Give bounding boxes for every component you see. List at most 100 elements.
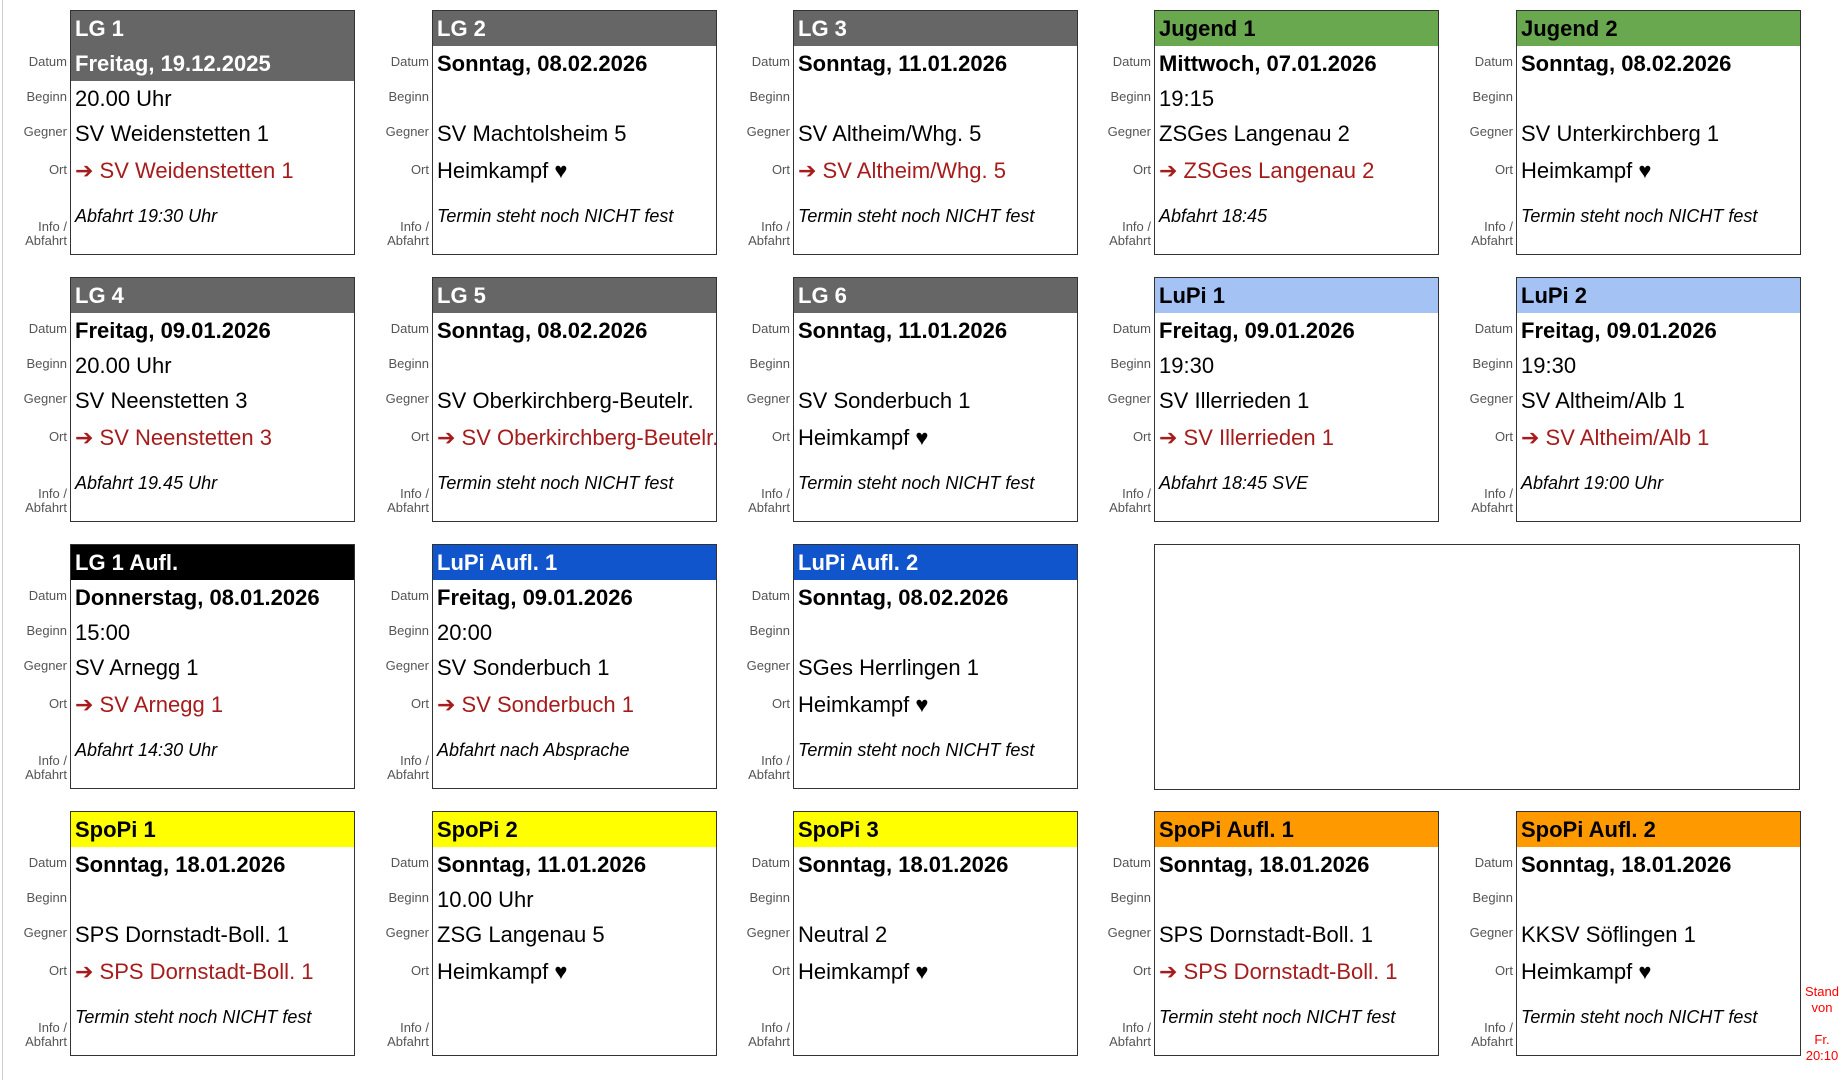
label-ort: Ort: [771, 696, 790, 711]
match-card: LuPi 2 Freitag, 09.01.2026 19:30 SV Alth…: [1516, 277, 1801, 522]
row-labels: Datum Beginn Gegner Ort Info / Abfahrt: [728, 10, 790, 255]
label-info: Info / Abfahrt: [1471, 219, 1513, 248]
info: Abfahrt 18:45: [1159, 206, 1268, 226]
label-gegner: Gegner: [746, 391, 790, 406]
label-datum: Datum: [390, 54, 429, 69]
label-beginn: Beginn: [1110, 356, 1151, 371]
label-info: Info / Abfahrt: [748, 753, 790, 782]
match-start: [1155, 882, 1438, 917]
venue: Heimkampf ♥: [437, 959, 568, 984]
label-gegner: Gegner: [23, 658, 67, 673]
label-gegner: Gegner: [23, 925, 67, 940]
row-labels: Datum Beginn Gegner Ort Info / Abfahrt: [1089, 277, 1151, 522]
label-beginn: Beginn: [749, 890, 790, 905]
match-card: LG 3 Sonntag, 11.01.2026 SV Altheim/Whg.…: [793, 10, 1078, 255]
label-ort: Ort: [771, 162, 790, 177]
label-info: Info / Abfahrt: [748, 486, 790, 515]
match-start: 19:30: [1159, 353, 1215, 378]
info: Abfahrt 19:00 Uhr: [1521, 473, 1664, 493]
row-labels: Datum Beginn Gegner Ort Info / Abfahrt: [367, 544, 429, 789]
info: Termin steht noch NICHT fest: [437, 206, 674, 226]
info: Termin steht noch NICHT fest: [1521, 206, 1758, 226]
row-labels: Datum Beginn Gegner Ort Info / Abfahrt: [728, 811, 790, 1056]
venue: ➔ SV Oberkirchberg-Beutelr.: [437, 425, 716, 450]
venue: ➔ SV Sonderbuch 1: [437, 692, 635, 717]
label-gegner: Gegner: [1469, 124, 1513, 139]
label-gegner: Gegner: [746, 925, 790, 940]
opponent: SV Sonderbuch 1: [437, 655, 610, 680]
match-start: [794, 882, 1077, 917]
label-datum: Datum: [390, 855, 429, 870]
row-labels: Datum Beginn Gegner Ort Info / Abfahrt: [728, 277, 790, 522]
label-ort: Ort: [48, 963, 67, 978]
venue: ➔ SV Altheim/Alb 1: [1521, 425, 1710, 450]
label-info: Info / Abfahrt: [1109, 1020, 1151, 1049]
venue: Heimkampf ♥: [798, 692, 929, 717]
venue: ➔ SV Arnegg 1: [75, 692, 224, 717]
match-start: [794, 615, 1077, 650]
team-title: SpoPi Aufl. 2: [1517, 812, 1800, 847]
venue: Heimkampf ♥: [1521, 959, 1652, 984]
match-start: [1517, 81, 1800, 116]
info: Termin steht noch NICHT fest: [75, 1007, 312, 1027]
match-date: Freitag, 09.01.2026: [1521, 318, 1717, 343]
match-card: Jugend 2 Sonntag, 08.02.2026 SV Unterkir…: [1516, 10, 1801, 255]
team-title: LuPi 1: [1155, 278, 1438, 313]
label-gegner: Gegner: [1469, 925, 1513, 940]
label-info: Info / Abfahrt: [25, 486, 67, 515]
match-start: [794, 348, 1077, 383]
match-date: Freitag, 09.01.2026: [437, 585, 633, 610]
label-beginn: Beginn: [1472, 89, 1513, 104]
label-ort: Ort: [1494, 429, 1513, 444]
label-ort: Ort: [771, 963, 790, 978]
match-date: Freitag, 09.01.2026: [1159, 318, 1355, 343]
label-gegner: Gegner: [385, 658, 429, 673]
match-card: LG 6 Sonntag, 11.01.2026 SV Sonderbuch 1…: [793, 277, 1078, 522]
team-title: LuPi Aufl. 2: [794, 545, 1077, 580]
label-datum: Datum: [390, 588, 429, 603]
team-title: LG 1: [71, 11, 354, 81]
label-info: Info / Abfahrt: [1471, 486, 1513, 515]
opponent: Neutral 2: [798, 922, 888, 947]
row-labels: Datum Beginn Gegner Ort Info / Abfahrt: [1451, 277, 1513, 522]
label-gegner: Gegner: [23, 391, 67, 406]
label-info: Info / Abfahrt: [25, 753, 67, 782]
label-beginn: Beginn: [388, 356, 429, 371]
label-info: Info / Abfahrt: [1109, 219, 1151, 248]
label-gegner: Gegner: [746, 124, 790, 139]
label-ort: Ort: [1132, 429, 1151, 444]
label-info: Info / Abfahrt: [25, 1020, 67, 1049]
row-labels: Datum Beginn Gegner Ort Info / Abfahrt: [1451, 10, 1513, 255]
label-ort: Ort: [410, 696, 429, 711]
label-gegner: Gegner: [385, 391, 429, 406]
match-start: 19:15: [1159, 86, 1215, 111]
opponent: SV Oberkirchberg-Beutelr.: [437, 388, 694, 413]
label-gegner: Gegner: [385, 925, 429, 940]
info: Termin steht noch NICHT fest: [1521, 1007, 1758, 1027]
row-labels: Datum Beginn Gegner Ort Info / Abfahrt: [728, 544, 790, 789]
match-card: LG 5 Sonntag, 08.02.2026 SV Oberkirchber…: [432, 277, 717, 522]
label-info: Info / Abfahrt: [387, 1020, 429, 1049]
info: [794, 992, 1077, 1056]
info: Termin steht noch NICHT fest: [437, 473, 674, 493]
match-date: Sonntag, 18.01.2026: [1521, 852, 1732, 877]
match-start: [794, 81, 1077, 116]
info: [433, 992, 716, 1056]
label-datum: Datum: [751, 855, 790, 870]
venue: ➔ SV Neenstetten 3: [75, 425, 272, 450]
team-title: LG 4: [71, 278, 354, 313]
label-ort: Ort: [1132, 963, 1151, 978]
match-date: Sonntag, 11.01.2026: [437, 852, 647, 877]
match-date: Mittwoch, 07.01.2026: [1159, 51, 1377, 76]
venue: ➔ SPS Dornstadt-Boll. 1: [75, 959, 314, 984]
info: Abfahrt nach Absprache: [437, 740, 630, 760]
label-ort: Ort: [1494, 963, 1513, 978]
match-date: Sonntag, 18.01.2026: [75, 852, 286, 877]
match-card: LuPi Aufl. 2 Sonntag, 08.02.2026 SGes He…: [793, 544, 1078, 789]
label-ort: Ort: [410, 429, 429, 444]
team-title: Jugend 1: [1155, 11, 1438, 46]
label-beginn: Beginn: [749, 356, 790, 371]
match-card: SpoPi 3 Sonntag, 18.01.2026 Neutral 2 He…: [793, 811, 1078, 1056]
match-card: LuPi Aufl. 1 Freitag, 09.01.2026 20:00 S…: [432, 544, 717, 789]
label-gegner: Gegner: [23, 124, 67, 139]
